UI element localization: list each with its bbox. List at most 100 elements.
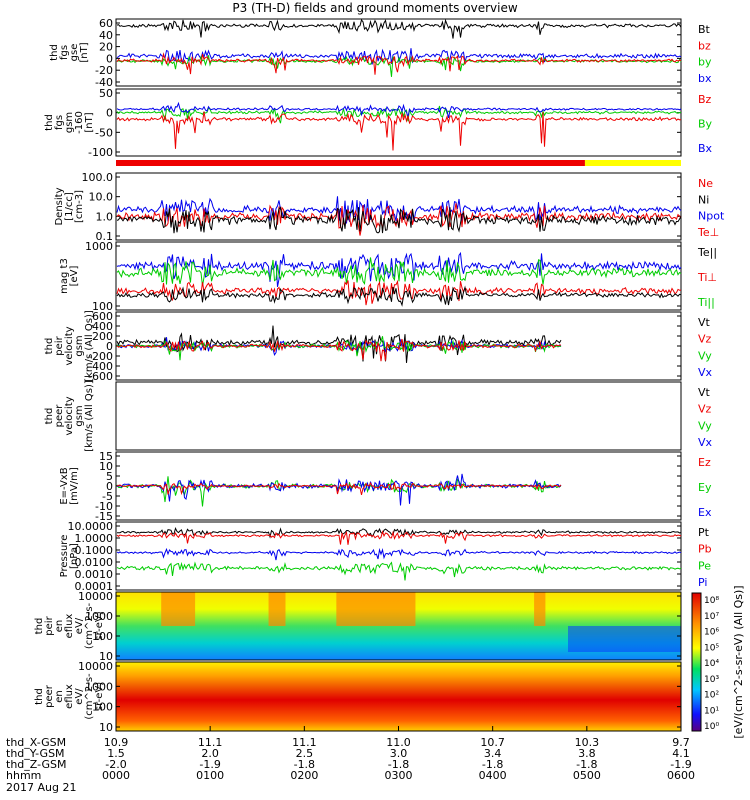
series-Ti-par (116, 257, 682, 287)
xtick-time: 0100 (196, 769, 224, 782)
ytick-label: 20 (99, 41, 113, 54)
ion-spectrogram-burst-0 (161, 592, 196, 626)
legend-density: Npot (698, 210, 725, 223)
ytick-label: 100 (92, 630, 113, 643)
legend-pressure: Pb (698, 543, 712, 556)
ylabel-peer-velocity: [km/s (All Qs)] (84, 380, 95, 452)
ylabel-peir-velocity: velocity (64, 326, 75, 365)
series-bx (116, 48, 682, 65)
ylabel-peir-eflux: en (54, 620, 65, 633)
ytick-label: 1000 (85, 680, 113, 693)
panel-frame-temperature (115, 241, 682, 311)
ytick-label: -50 (95, 126, 113, 139)
series-Ti-perp (116, 279, 682, 306)
xtick-y: 4.1 (672, 747, 690, 760)
ytick-label: 60 (99, 17, 113, 30)
xtick-z: -1.8 (482, 758, 503, 771)
ylabel-peir-eflux: peir (44, 615, 55, 635)
series-By (116, 105, 681, 124)
colorbar-tick: 10⁶ (704, 628, 719, 638)
ylabel-density: [cm-3] (74, 190, 85, 223)
colorbar-tick: 10⁷ (704, 612, 719, 622)
legend-efield: Ez (698, 456, 711, 469)
legend-fgs-gsm: By (698, 118, 713, 131)
ytick-label: 10 (99, 650, 113, 663)
ylabel-fgs-gse: [nT] (79, 42, 90, 62)
ylabel-peer-eflux: en (54, 690, 65, 703)
ylabel-peir-eflux: eV/ (74, 617, 85, 634)
ytick-label: 5 (106, 470, 113, 483)
xtick-z: -1.9 (199, 758, 220, 771)
ytick-label: -200 (88, 350, 113, 363)
ylabel-fgs-gsm: gsm (64, 112, 75, 133)
ylabel-temperature: mag t3 (59, 258, 70, 294)
ylabel-fgs-gse: thd (49, 44, 60, 61)
xtick-time: 0600 (667, 769, 695, 782)
ylabel-peer-velocity: peer (54, 404, 65, 428)
ytick-label: -20 (95, 64, 113, 77)
legend-fgs-gse: Bt (698, 23, 711, 36)
series-Te-par (116, 285, 682, 307)
ytick-label: 10 (99, 721, 113, 734)
ytick-label: 10.0 (89, 191, 114, 204)
ytick-label: -100 (88, 146, 113, 159)
legend-peir-velocity: Vz (698, 333, 712, 346)
ion-spectrogram-burst-1 (268, 592, 286, 626)
colorbar (691, 592, 702, 732)
ylabel-density: Density (54, 187, 65, 225)
ylabel-fgs-gsm: -160 (74, 111, 85, 134)
ylabel-fgs-gse: fgs (59, 45, 70, 60)
series-Npot (116, 196, 682, 224)
ylabel-peer-velocity: gsm (74, 405, 85, 426)
xtick-y: 1.5 (107, 747, 125, 760)
ytick-label: 100 (92, 300, 113, 313)
legend-temperature: Ti⊥ (697, 271, 717, 284)
legend-peir-velocity: Vy (698, 349, 712, 362)
ylabel-peir-eflux: sr-eV) (94, 611, 105, 640)
ylabel-peir-velocity: peir (54, 335, 65, 355)
legend-density: Te⊥ (697, 226, 719, 239)
coverage-bar-red (116, 160, 585, 166)
ylabel-pressure: Pressure (59, 535, 70, 578)
ylabel-peer-eflux: eflux (64, 684, 75, 709)
xtick-z: -2.0 (105, 758, 126, 771)
xtick-y: 2.0 (201, 747, 219, 760)
ylabel-peir-eflux: (cm^2-s- (84, 602, 95, 649)
legend-pressure: Pi (698, 576, 707, 589)
ytick-label: 10000 (78, 660, 113, 673)
legend-pressure: Pt (698, 526, 710, 539)
series-Vz (116, 338, 562, 362)
ylabel-fgs-gsm: fgs (54, 115, 65, 130)
ylabel-peir-velocity: gsm (74, 335, 85, 356)
xtick-x: 11.1 (198, 736, 223, 749)
series-bz (116, 52, 682, 75)
ylabel-peer-eflux: (cm^2-s- (84, 673, 95, 720)
colorbar-tick: 10¹ (704, 706, 719, 716)
colorbar-tick: 10⁵ (704, 643, 719, 653)
series-Bx (116, 101, 682, 119)
ytick-label: -5 (102, 490, 113, 503)
colorbar-label: [eV/(cm^2-s-sr-eV) (All Qs)] (732, 585, 745, 738)
legend-fgs-gsm: Bz (698, 93, 712, 106)
ion-spectrogram-tail (568, 626, 681, 652)
colorbar-tick: 10³ (704, 675, 719, 685)
panel-frame-efield (115, 451, 682, 521)
legend-fgs-gse: bx (698, 72, 712, 85)
ytick-label: -15 (95, 510, 113, 523)
legend-efield: Ex (698, 506, 712, 519)
series-Te-perp (116, 251, 682, 287)
ytick-label: 1.0 (96, 210, 114, 223)
legend-density: Ne (698, 177, 713, 190)
ytick-label: 0 (106, 107, 113, 120)
axis-row-label: thd_Z-GSM (6, 758, 66, 771)
ytick-label: 10000 (78, 590, 113, 603)
legend-temperature: Ti|| (697, 296, 715, 309)
ytick-label: 15 (99, 450, 113, 463)
ytick-label: -40 (95, 76, 113, 89)
legend-temperature: Te|| (697, 246, 717, 259)
ytick-label: 50 (99, 87, 113, 100)
series-Ni (116, 206, 682, 234)
xtick-time: 0000 (102, 769, 130, 782)
xtick-z: -1.9 (670, 758, 691, 771)
